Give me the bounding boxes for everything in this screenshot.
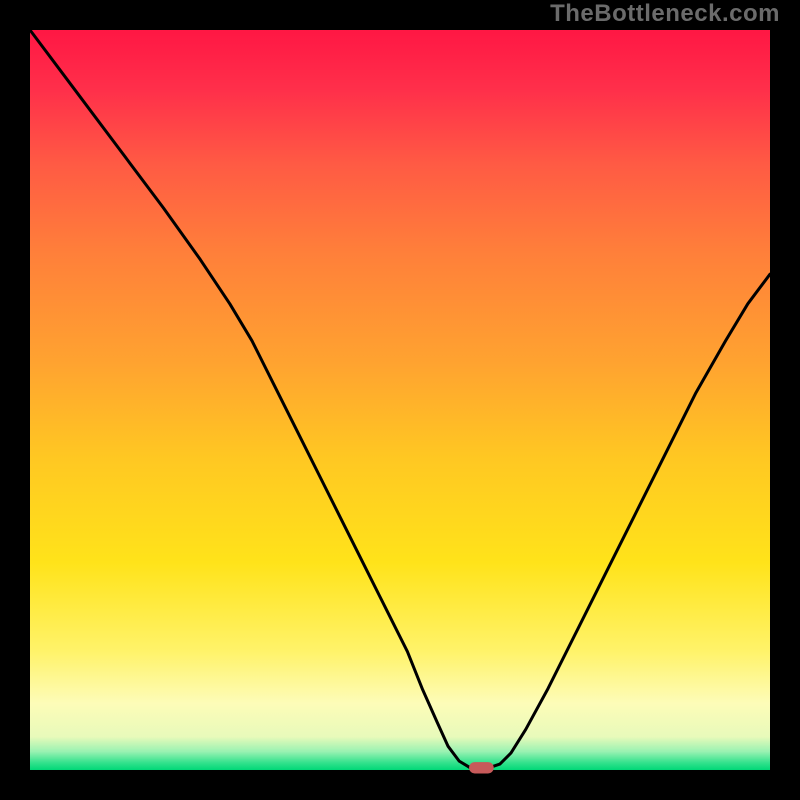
bottleneck-chart: [0, 0, 800, 800]
watermark-text: TheBottleneck.com: [550, 0, 780, 28]
plot-gradient-bg: [30, 30, 770, 770]
optimum-marker: [470, 763, 494, 773]
